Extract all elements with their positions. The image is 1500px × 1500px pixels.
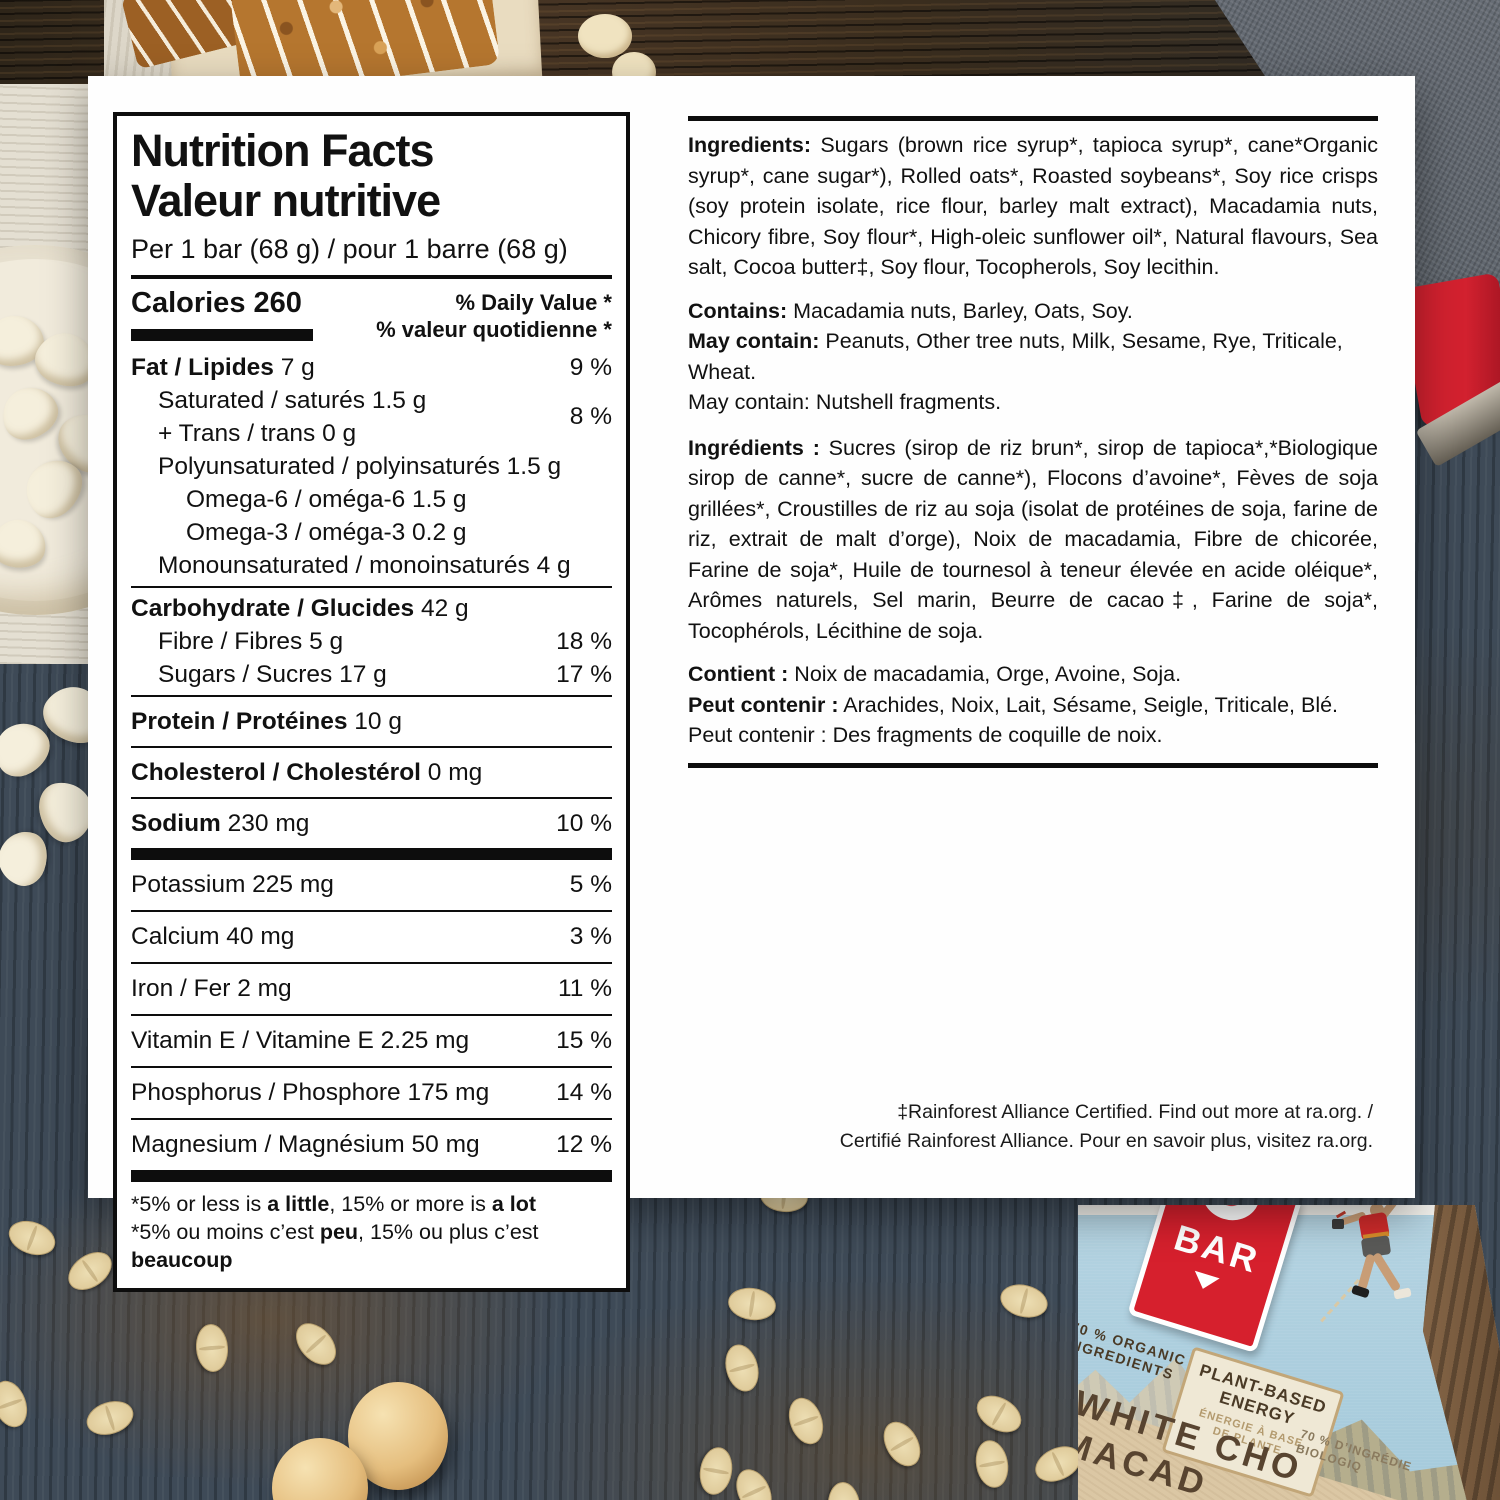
omega3-row: Omega-3 / oméga-3 0.2 g [186,519,467,546]
rolled-oat [972,1437,1012,1491]
saturated-row: Saturated / saturés 1.5 g [158,387,427,414]
potassium-row: Potassium 225 mg 5 % [131,871,612,898]
omega6-row: Omega-6 / oméga-6 1.5 g [186,486,467,513]
daily-value-header: % Daily Value * % valeur quotidienne * [376,290,612,342]
trans-row: + Trans / trans 0 g [158,420,357,447]
may-contain-note-fr: Peut contenir : Des fragments de coquill… [688,723,1163,747]
magnesium-row: Magnesium / Magnésium 50 mg 12 % [131,1131,612,1158]
footnote-fr: *5% ou moins c’est peu, 15% ou plus c’es… [131,1220,539,1272]
rolled-oat [876,1415,928,1473]
label-card: Nutrition Facts Valeur nutritive Per 1 b… [88,76,1415,1292]
climber-shoe [1393,1287,1412,1300]
nutrition-facts-label: Nutrition Facts Valeur nutritive Per 1 b… [113,112,630,1292]
allergen-block-fr: Contient : Noix de macadamia, Orge, Avoi… [688,659,1378,751]
divider [131,1014,612,1016]
fat-dv: 9 % [569,354,612,381]
climbing-gear [1332,1219,1344,1229]
label-title-en: Nutrition Facts [131,125,435,176]
rolled-oat [696,1444,736,1498]
label-title-fr: Valeur nutritive [131,175,441,226]
divider [131,586,612,588]
clif-logo-bar-text: BAR [1169,1216,1265,1282]
sodium-row: Sodium 230 mg 10 % [131,810,612,837]
divider [131,695,612,697]
ingredients-panel: *Organic Ingredients: Sugars (brown rice … [688,116,1378,768]
rolled-oat [82,1395,138,1441]
rolled-oat [970,1388,1028,1440]
divider [131,910,612,912]
rolled-oat [996,1279,1052,1323]
serving-size: Per 1 bar (68 g) / pour 1 barre (68 g) [131,234,568,264]
rolled-oat [825,1480,863,1500]
rolled-oat [0,1375,34,1433]
organic-note-en: *Organic [1294,133,1378,157]
vitamin-e-row: Vitamin E / Vitamine E 2.25 mg 15 % [131,1027,612,1054]
divider [131,797,612,799]
rolled-oat [61,1244,119,1298]
thick-divider [131,1170,612,1182]
footnote-en: *5% or less is a little, 15% or more is … [131,1192,537,1216]
saturated-dv: 8 % [569,403,612,430]
divider [131,962,612,964]
calories-underline [131,329,313,341]
protein-row: Protein / Protéines 10 g [131,708,402,735]
rolled-oat [782,1392,830,1450]
polyunsaturated-row: Polyunsaturated / polyinsaturés 1.5 g [158,453,562,480]
white-chocolate-chip [0,824,55,892]
ingredients-fr: *Biologique Ingrédients : Sucres (sirop d… [688,433,1378,647]
clif-bar-package: BAR 70 % ORGANIC INGREDIENTS PLANT-BASED… [1078,1205,1500,1500]
organic-note-fr: *Biologique [1269,435,1378,460]
climber-leg [1371,1251,1402,1293]
divider [131,1066,612,1068]
divider [131,1118,612,1120]
divider [131,746,612,748]
clif-logo-triangle-icon [1190,1270,1220,1293]
fat-row: Fat / Lipides 7 g 9 % [131,351,612,384]
thick-divider [131,848,612,860]
rolled-oat [726,1284,778,1324]
divider [688,762,1378,768]
phosphorus-row: Phosphorus / Phosphore 175 mg 14 % [131,1079,612,1106]
climber-shoe [1351,1284,1370,1299]
divider [131,275,612,279]
rolled-oat [729,1463,779,1500]
ingredients-en: *Organic Ingredients: Sugars (brown rice … [688,130,1378,283]
calories-row: Calories 260 % Daily Value * % valeur qu… [131,287,612,343]
cholesterol-row: Cholesterol / Cholestérol 0 mg [131,759,483,786]
carbohydrate-row: Carbohydrate / Glucides 42 g [131,595,469,622]
iron-row: Iron / Fer 2 mg 11 % [131,975,612,1002]
calcium-row: Calcium 40 mg 3 % [131,923,612,950]
rolled-oat [193,1322,231,1374]
rolled-oat [288,1315,344,1373]
divider [688,116,1378,121]
macadamia-piece [578,14,632,58]
rolled-oat [1029,1439,1087,1489]
sugars-row: Sugars / Sucres 17 g 17 % [158,661,612,688]
saturated-trans-rows: Saturated / saturés 1.5 g + Trans / tran… [131,384,612,450]
calories-value: Calories 260 [131,287,302,319]
fibre-row: Fibre / Fibres 5 g 18 % [158,628,612,655]
rock-climber-illustration [1320,1205,1420,1337]
rolled-oat [3,1214,61,1262]
allergen-block-en: Contains: Macadamia nuts, Barley, Oats, … [688,296,1378,418]
rolled-oat [720,1340,764,1396]
may-contain-note-en: May contain: Nutshell fragments. [688,390,1002,414]
rainforest-alliance-note: ‡Rainforest Alliance Certified. Find out… [839,1101,1373,1152]
monounsaturated-row: Monounsaturated / monoinsaturés 4 g [158,552,571,579]
